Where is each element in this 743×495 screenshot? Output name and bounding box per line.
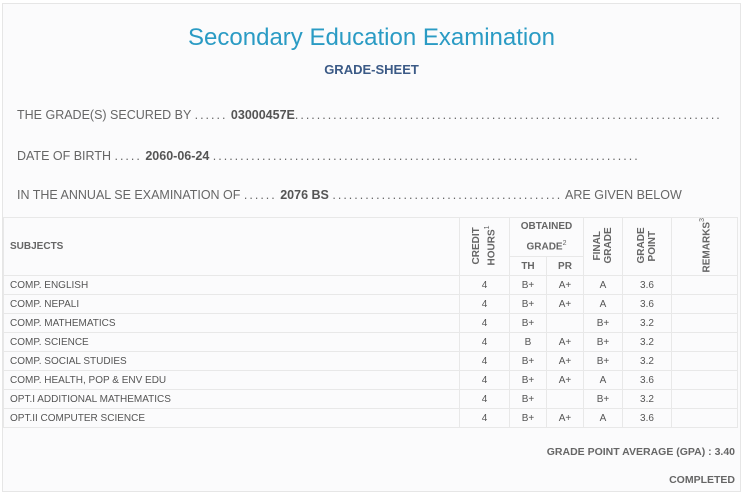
cell-subject: COMP. NEPALI xyxy=(3,294,460,315)
cell-pr: A+ xyxy=(546,351,584,372)
cell-remarks xyxy=(671,408,738,429)
header-grade-point: GRADE POINT xyxy=(622,216,672,277)
cell-credit: 4 xyxy=(459,370,510,391)
cell-subject: COMP. ENGLISH xyxy=(3,275,460,296)
cell-final: B+ xyxy=(583,351,623,372)
header-th: TH xyxy=(509,256,547,277)
cell-subject: COMP. SCIENCE xyxy=(3,332,460,353)
cell-subject: COMP. HEALTH, POP & ENV EDU xyxy=(3,370,460,391)
cell-pr: A+ xyxy=(546,332,584,353)
header-subjects: SUBJECTS xyxy=(3,216,460,277)
header-remarks: REMARKS3 xyxy=(671,216,738,277)
cell-final: B+ xyxy=(583,389,623,410)
cell-remarks xyxy=(671,351,738,372)
cell-subject: COMP. SOCIAL STUDIES xyxy=(3,351,460,372)
cell-credit: 4 xyxy=(459,313,510,334)
page-title: Secondary Education Examination xyxy=(188,24,555,51)
header-pr: PR xyxy=(546,256,584,277)
grades-table: SUBJECTS CREDIT HOURS1 OBTAINED GRADE2 F… xyxy=(3,216,738,429)
dob-line: DATE OF BIRTH ..... 2060-06-24 .........… xyxy=(17,149,640,163)
table-row: COMP. SOCIAL STUDIES 4 B+ A+ B+ 3.2 xyxy=(3,351,738,372)
cell-th: B+ xyxy=(509,389,547,410)
symbol-number: 03000457E xyxy=(230,108,295,122)
exam-suffix: ARE GIVEN BELOW xyxy=(565,188,682,202)
cell-remarks xyxy=(671,370,738,391)
cell-gp: 3.6 xyxy=(622,370,672,391)
cell-gp: 3.2 xyxy=(622,351,672,372)
table-row: COMP. HEALTH, POP & ENV EDU 4 B+ A+ A 3.6 xyxy=(3,370,738,391)
cell-gp: 3.6 xyxy=(622,408,672,429)
cell-remarks xyxy=(671,294,738,315)
cell-final: A xyxy=(583,275,623,296)
cell-gp: 3.2 xyxy=(622,332,672,353)
secured-by-line: THE GRADE(S) SECURED BY ...... 03000457E… xyxy=(17,108,722,122)
cell-remarks xyxy=(671,332,738,353)
cell-remarks xyxy=(671,389,738,410)
cell-subject: OPT.I ADDITIONAL MATHEMATICS xyxy=(3,389,460,410)
cell-th: B+ xyxy=(509,351,547,372)
gpa-value: 3.40 xyxy=(714,446,735,458)
header-credit-hours: CREDIT HOURS1 xyxy=(459,216,510,277)
cell-final: A xyxy=(583,294,623,315)
cell-gp: 3.6 xyxy=(622,275,672,296)
cell-final: B+ xyxy=(583,313,623,334)
cell-th: B+ xyxy=(509,408,547,429)
cell-pr: A+ xyxy=(546,370,584,391)
cell-pr: A+ xyxy=(546,294,584,315)
secured-by-label: THE GRADE(S) SECURED BY xyxy=(17,108,192,122)
cell-credit: 4 xyxy=(459,332,510,353)
table-row: COMP. ENGLISH 4 B+ A+ A 3.6 xyxy=(3,275,738,296)
cell-gp: 3.6 xyxy=(622,294,672,315)
cell-credit: 4 xyxy=(459,408,510,429)
cell-remarks xyxy=(671,275,738,296)
page-subtitle: GRADE-SHEET xyxy=(324,62,419,77)
cell-credit: 4 xyxy=(459,389,510,410)
header-final-grade: FINAL GRADE xyxy=(583,216,623,277)
cell-pr xyxy=(546,313,584,334)
cell-remarks xyxy=(671,313,738,334)
cell-subject: COMP. MATHEMATICS xyxy=(3,313,460,334)
cell-th: B+ xyxy=(509,294,547,315)
exam-line: IN THE ANNUAL SE EXAMINATION OF ...... 2… xyxy=(17,188,682,202)
table-row: COMP. MATHEMATICS 4 B+ B+ 3.2 xyxy=(3,313,738,334)
cell-th: B xyxy=(509,332,547,353)
cell-pr xyxy=(546,389,584,410)
status-text: COMPLETED xyxy=(669,474,735,486)
table-row: OPT.I ADDITIONAL MATHEMATICS 4 B+ B+ 3.2 xyxy=(3,389,738,410)
cell-credit: 4 xyxy=(459,294,510,315)
cell-final: B+ xyxy=(583,332,623,353)
gpa-summary: GRADE POINT AVERAGE (GPA) : 3.40 xyxy=(547,446,735,458)
cell-pr: A+ xyxy=(546,408,584,429)
gpa-label: GRADE POINT AVERAGE (GPA) : xyxy=(546,446,712,458)
cell-credit: 4 xyxy=(459,351,510,372)
cell-th: B+ xyxy=(509,370,547,391)
cell-th: B+ xyxy=(509,313,547,334)
header-obtained-grade: OBTAINED GRADE2 xyxy=(509,216,584,258)
table-row: COMP. NEPALI 4 B+ A+ A 3.6 xyxy=(3,294,738,315)
cell-subject: OPT.II COMPUTER SCIENCE xyxy=(3,408,460,429)
dob-label: DATE OF BIRTH xyxy=(17,149,111,163)
exam-label: IN THE ANNUAL SE EXAMINATION OF xyxy=(17,188,241,202)
table-row: COMP. SCIENCE 4 B A+ B+ 3.2 xyxy=(3,332,738,353)
cell-pr: A+ xyxy=(546,275,584,296)
cell-th: B+ xyxy=(509,275,547,296)
dob-value: 2060-06-24 xyxy=(145,149,210,163)
cell-final: A xyxy=(583,370,623,391)
cell-gp: 3.2 xyxy=(622,313,672,334)
cell-credit: 4 xyxy=(459,275,510,296)
table-row: OPT.II COMPUTER SCIENCE 4 B+ A+ A 3.6 xyxy=(3,408,738,429)
cell-gp: 3.2 xyxy=(622,389,672,410)
cell-final: A xyxy=(583,408,623,429)
exam-year: 2076 BS xyxy=(280,188,329,202)
